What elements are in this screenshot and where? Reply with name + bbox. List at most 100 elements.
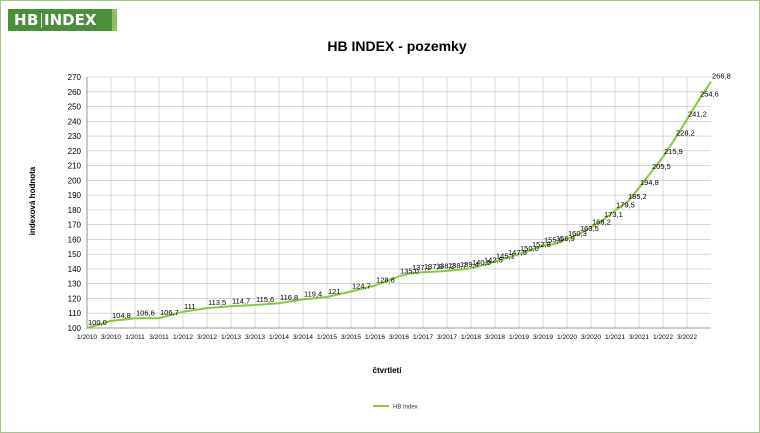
data-label: 205,5	[652, 162, 671, 171]
data-label: 145,1	[496, 251, 515, 260]
x-tick-label: 1/2019	[509, 334, 529, 341]
y-tick-label: 150	[68, 250, 82, 259]
y-tick-label: 220	[68, 147, 82, 156]
x-tick-label: 1/2010	[77, 334, 97, 341]
x-tick-label: 3/2022	[677, 334, 697, 341]
x-tick-label: 3/2020	[581, 334, 601, 341]
y-axis-label: indexová hodnota	[28, 166, 37, 235]
logo-accent-bar	[112, 9, 117, 31]
data-label: 111	[184, 302, 195, 311]
logo-brand: HB	[14, 11, 39, 29]
data-labels: 100,0 104,8 106,6 106,7 111 113,5 114,7 115,6 11…	[88, 72, 731, 327]
data-label: 138,7	[448, 261, 467, 270]
data-label: 215,9	[664, 147, 683, 156]
data-label: 113,5	[208, 298, 226, 307]
data-label: 106,6	[136, 308, 155, 317]
x-tick-label: 1/2013	[221, 334, 241, 341]
x-tick-label: 1/2014	[269, 334, 289, 341]
y-tick-label: 110	[68, 309, 81, 318]
x-tick-label: 3/2019	[533, 334, 553, 341]
x-tick-label: 3/2018	[485, 334, 505, 341]
data-label: 254,6	[700, 90, 719, 99]
series-line-hb-index	[86, 81, 712, 329]
data-label: 163,5	[580, 224, 599, 233]
data-label: 147,5	[508, 248, 527, 257]
data-label: 137,1	[412, 263, 431, 272]
data-label: 228,2	[676, 129, 695, 138]
series-line-group	[86, 81, 712, 329]
data-label: 241,2	[688, 110, 707, 119]
y-tick-label: 240	[68, 117, 82, 126]
y-tick-label: 120	[68, 294, 82, 303]
chart-title: HB INDEX - pozemky	[327, 38, 466, 54]
x-tick-label: 1/2016	[365, 334, 385, 341]
data-label: 194,8	[640, 178, 659, 187]
data-label: 168,2	[592, 217, 611, 226]
data-label: 124,7	[352, 282, 371, 291]
grid-lines	[86, 76, 711, 329]
data-label: 128,8	[376, 275, 395, 284]
x-tick-label: 3/2013	[245, 334, 265, 341]
data-label: 114,7	[232, 296, 250, 305]
data-label: 266,8	[712, 72, 731, 81]
x-tick-label: 3/2010	[101, 334, 121, 341]
x-tick-label: 3/2012	[197, 334, 217, 341]
data-label: 135,0	[400, 266, 419, 275]
data-label: 139,4	[460, 260, 479, 269]
data-label: 150,0	[520, 244, 539, 253]
y-tick-label: 100	[68, 324, 82, 333]
x-tick-label: 1/2017	[413, 334, 433, 341]
data-label: 119,4	[304, 289, 322, 298]
y-tick-label: 210	[68, 162, 82, 171]
x-axis-label: čtvrtletí	[373, 366, 403, 375]
y-tick-label: 230	[68, 132, 82, 141]
legend-label: HB Index	[393, 405, 418, 411]
data-label: 116,8	[280, 293, 298, 302]
data-label: 155,9	[544, 235, 563, 244]
data-label: 142,5	[484, 255, 503, 264]
y-tick-label: 270	[68, 73, 82, 82]
x-tick-label: 1/2018	[461, 334, 481, 341]
data-label: 156,9	[556, 234, 575, 243]
x-tick-label: 3/2021	[629, 334, 649, 341]
logo-name: INDEX	[44, 11, 97, 29]
y-tick-label: 190	[68, 191, 82, 200]
legend: HB Index	[373, 405, 418, 411]
y-tick-label: 260	[68, 88, 82, 97]
axes: 100 110 120 130 140 150 160 170 180 190 200 210 220 2…	[68, 73, 711, 341]
x-tick-label: 1/2011	[125, 334, 145, 341]
x-tick-label: 1/2012	[173, 334, 193, 341]
data-label: 115,6	[256, 295, 274, 304]
x-tick-label: 3/2014	[293, 334, 313, 341]
data-label: 106,7	[160, 308, 179, 317]
logo-separator	[41, 12, 42, 28]
x-tick-label: 1/2022	[653, 334, 673, 341]
x-tick-label: 3/2017	[437, 334, 457, 341]
y-tick-label: 250	[68, 103, 82, 112]
y-tick-label: 170	[68, 221, 82, 230]
x-tick-label: 1/2021	[605, 334, 625, 341]
data-label: 160,3	[568, 229, 587, 238]
x-tick-label: 3/2016	[389, 334, 409, 341]
y-tick-label: 160	[68, 235, 82, 244]
data-label: 137,8	[424, 262, 443, 271]
data-label: 152,8	[532, 240, 551, 249]
y-tick-label: 140	[68, 265, 82, 274]
data-label: 179,5	[616, 201, 635, 210]
y-tick-label: 130	[68, 280, 82, 289]
x-tick-label: 3/2011	[149, 334, 169, 341]
data-label: 138,2	[436, 262, 455, 271]
data-label: 104,8	[112, 311, 131, 320]
data-label: 173,1	[604, 210, 623, 219]
hb-index-logo: HB INDEX	[8, 9, 117, 31]
data-label: 140,5	[472, 258, 491, 267]
data-label: 100,0	[88, 318, 107, 327]
x-tick-label: 3/2015	[341, 334, 361, 341]
data-label: 121	[328, 287, 341, 296]
y-tick-label: 200	[68, 176, 82, 185]
x-tick-label: 1/2020	[557, 334, 577, 341]
data-label: 185,2	[628, 192, 647, 201]
y-tick-label: 180	[68, 206, 82, 215]
